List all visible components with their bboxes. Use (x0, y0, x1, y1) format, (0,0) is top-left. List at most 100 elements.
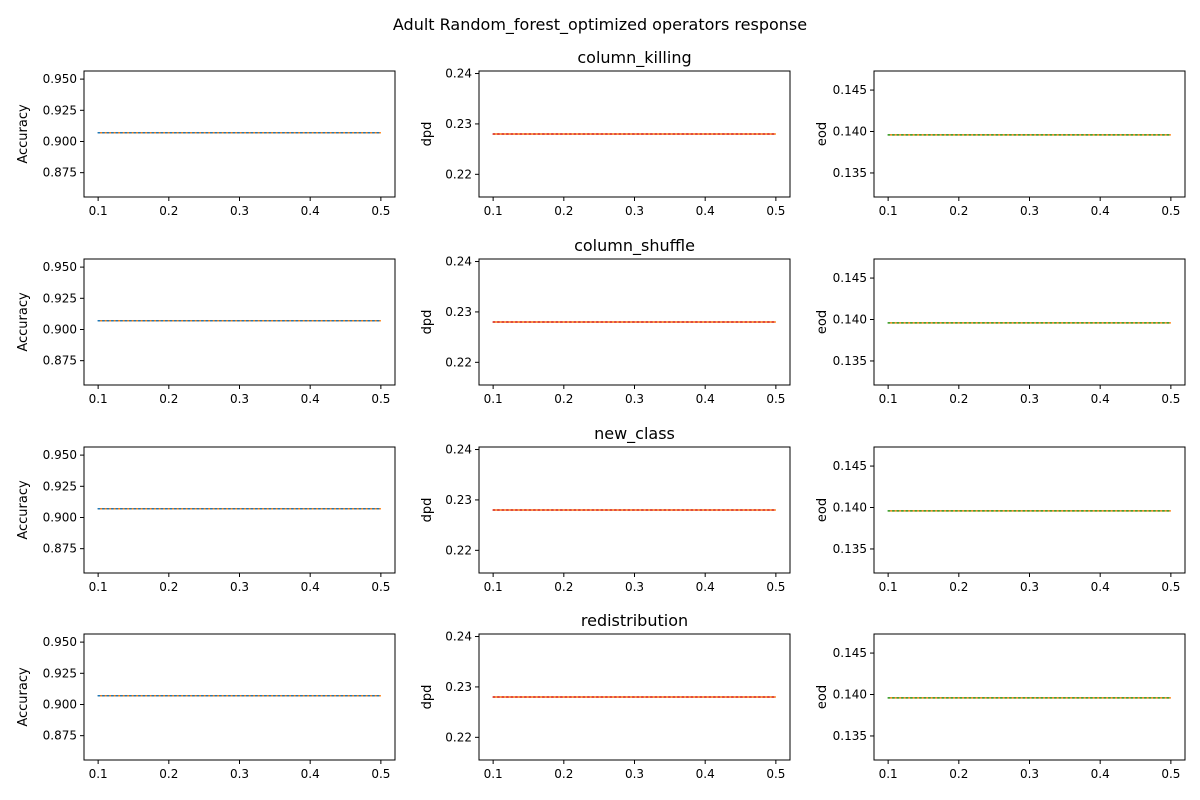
x-tick-label: 0.5 (1161, 204, 1180, 218)
figure-suptitle: Adult Random_forest_optimized operators … (393, 15, 807, 35)
subplot-column_killing-dpd: 0.1 0.2 0.3 0.4 0.5 0.22 0.23 0.24 dpd column_kil… (420, 48, 791, 218)
y-axis-label: eod (815, 685, 830, 709)
y-tick-label: 0.24 (445, 443, 472, 457)
subplot-new_class-dpd: 0.1 0.2 0.3 0.4 0.5 0.22 0.23 0.24 dpd new_class (420, 424, 791, 594)
y-tick-label: 0.900 (43, 322, 77, 336)
y-tick-label: 0.925 (43, 666, 77, 680)
y-axis-label: dpd (420, 498, 435, 523)
x-tick-label: 0.3 (230, 767, 249, 781)
y-axis-label: Accuracy (16, 104, 31, 164)
x-tick-label: 0.2 (949, 392, 968, 406)
y-tick-label: 0.24 (445, 67, 472, 81)
y-tick-label: 0.900 (43, 510, 77, 524)
x-tick-label: 0.2 (159, 767, 178, 781)
subplot-column_shuffle-eod: 0.1 0.2 0.3 0.4 0.5 0.135 0.140 0.145 eod (815, 258, 1186, 406)
x-tick-label: 0.5 (766, 767, 785, 781)
x-tick-label: 0.5 (766, 580, 785, 594)
x-tick-label: 0.2 (949, 580, 968, 594)
x-tick-label: 0.5 (766, 204, 785, 218)
x-tick-label: 0.1 (484, 580, 503, 594)
x-tick-label: 0.4 (301, 204, 320, 218)
x-tick-label: 0.5 (371, 767, 390, 781)
y-tick-label: 0.900 (43, 697, 77, 711)
y-axis-label: Accuracy (16, 292, 31, 352)
y-tick-label: 0.145 (833, 271, 867, 285)
y-tick-label: 0.24 (445, 255, 472, 269)
y-tick-label: 0.925 (43, 103, 77, 117)
x-tick-label: 0.2 (554, 767, 573, 781)
y-tick-label: 0.135 (833, 166, 867, 180)
x-tick-label: 0.4 (301, 767, 320, 781)
x-tick-label: 0.2 (554, 392, 573, 406)
y-tick-label: 0.875 (43, 354, 77, 368)
y-tick-label: 0.140 (833, 501, 867, 515)
y-tick-label: 0.140 (833, 313, 867, 327)
x-tick-label: 0.1 (89, 580, 108, 594)
x-tick-label: 0.4 (1091, 392, 1110, 406)
x-tick-label: 0.5 (371, 392, 390, 406)
subplot-title: redistribution (581, 611, 688, 630)
x-tick-label: 0.4 (1091, 580, 1110, 594)
y-tick-label: 0.140 (833, 125, 867, 139)
y-tick-label: 0.145 (833, 459, 867, 473)
x-tick-label: 0.1 (484, 767, 503, 781)
x-tick-label: 0.1 (484, 392, 503, 406)
x-tick-label: 0.4 (301, 580, 320, 594)
x-tick-label: 0.4 (1091, 204, 1110, 218)
x-tick-label: 0.4 (301, 392, 320, 406)
subplot-redistribution-eod: 0.1 0.2 0.3 0.4 0.5 0.135 0.140 0.145 eod (815, 633, 1186, 781)
y-axis-label: Accuracy (16, 667, 31, 727)
x-tick-label: 0.2 (949, 767, 968, 781)
y-tick-label: 0.23 (445, 493, 472, 507)
y-tick-label: 0.145 (833, 83, 867, 97)
subplot-title: new_class (594, 424, 675, 444)
subplot-column_shuffle-dpd: 0.1 0.2 0.3 0.4 0.5 0.22 0.23 0.24 dpd column_shu… (420, 236, 791, 406)
x-tick-label: 0.3 (230, 204, 249, 218)
y-tick-label: 0.925 (43, 291, 77, 305)
x-tick-label: 0.1 (879, 580, 898, 594)
y-axis-label: Accuracy (16, 480, 31, 540)
x-tick-label: 0.3 (1020, 580, 1039, 594)
x-tick-label: 0.3 (1020, 767, 1039, 781)
x-tick-label: 0.3 (1020, 204, 1039, 218)
subplot-column_killing-accuracy: 0.1 0.2 0.3 0.4 0.5 0.875 0.900 0.925 0.950 Accur… (16, 70, 396, 218)
x-tick-label: 0.5 (1161, 767, 1180, 781)
subplot-grid: 0.1 0.2 0.3 0.4 0.5 0.875 0.900 0.925 0.950 Accur… (16, 48, 1186, 781)
x-tick-label: 0.3 (625, 767, 644, 781)
y-tick-label: 0.23 (445, 305, 472, 319)
subplot-redistribution-accuracy: 0.1 0.2 0.3 0.4 0.5 0.875 0.900 0.925 0.950 Accur… (16, 633, 396, 781)
y-tick-label: 0.875 (43, 542, 77, 556)
subplot-title: column_shuffle (574, 236, 695, 256)
y-tick-label: 0.22 (445, 543, 472, 557)
x-tick-label: 0.4 (696, 392, 715, 406)
y-axis-label: dpd (420, 685, 435, 710)
x-tick-label: 0.2 (554, 204, 573, 218)
y-axis-label: dpd (420, 310, 435, 335)
x-tick-label: 0.2 (949, 204, 968, 218)
x-tick-label: 0.1 (89, 204, 108, 218)
y-tick-label: 0.145 (833, 646, 867, 660)
y-tick-label: 0.900 (43, 134, 77, 148)
x-tick-label: 0.4 (696, 580, 715, 594)
x-tick-label: 0.2 (159, 204, 178, 218)
subplot-new_class-accuracy: 0.1 0.2 0.3 0.4 0.5 0.875 0.900 0.925 0.950 Accur… (16, 446, 396, 594)
x-tick-label: 0.1 (89, 392, 108, 406)
x-tick-label: 0.5 (1161, 392, 1180, 406)
y-tick-label: 0.22 (445, 355, 472, 369)
x-tick-label: 0.4 (696, 204, 715, 218)
x-tick-label: 0.3 (230, 392, 249, 406)
subplot-title: column_killing (577, 48, 691, 68)
y-tick-label: 0.140 (833, 688, 867, 702)
x-tick-label: 0.1 (484, 204, 503, 218)
x-tick-label: 0.1 (89, 767, 108, 781)
x-tick-label: 0.5 (371, 204, 390, 218)
x-tick-label: 0.4 (696, 767, 715, 781)
y-axis-label: eod (815, 310, 830, 334)
subplot-column_shuffle-accuracy: 0.1 0.2 0.3 0.4 0.5 0.875 0.900 0.925 0.950 Accur… (16, 258, 396, 406)
y-axis-label: dpd (420, 122, 435, 147)
x-tick-label: 0.5 (1161, 580, 1180, 594)
y-tick-label: 0.22 (445, 730, 472, 744)
y-axis-label: eod (815, 498, 830, 522)
x-tick-label: 0.4 (1091, 767, 1110, 781)
